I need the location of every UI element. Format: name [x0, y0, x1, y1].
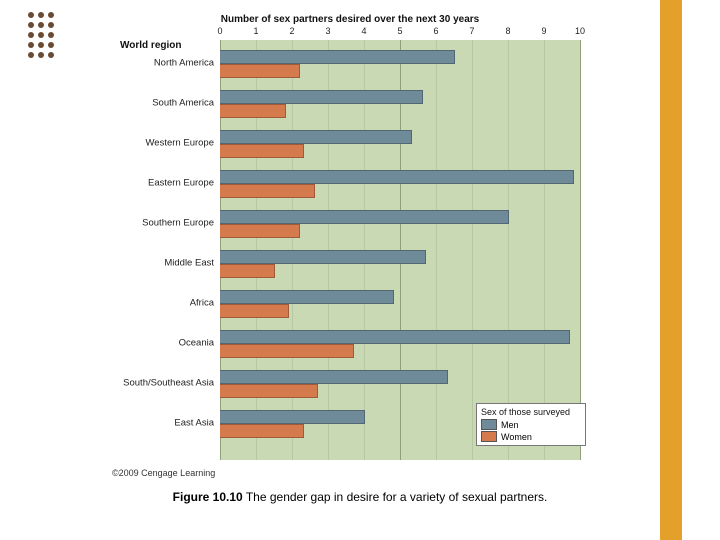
x-tick-label: 8 — [505, 26, 510, 36]
bar — [220, 130, 412, 144]
category-label: South/Southeast Asia — [123, 378, 214, 389]
bar — [220, 184, 315, 198]
category-labels: North America South America Western Europe… — [110, 40, 218, 460]
bar — [220, 370, 448, 384]
x-tick-label: 9 — [541, 26, 546, 36]
bar — [220, 170, 574, 184]
bar — [220, 290, 394, 304]
accent-bar — [660, 0, 682, 540]
category-label: Oceania — [179, 338, 214, 349]
legend-swatch-men — [481, 419, 497, 430]
category-label: North America — [154, 58, 214, 69]
bar — [220, 224, 300, 238]
x-axis-ticks: 012345678910 — [220, 26, 580, 38]
caption-text: The gender gap in desire for a variety o… — [246, 490, 548, 504]
bar — [220, 250, 426, 264]
legend-title: Sex of those surveyed — [481, 407, 581, 417]
chart-title: Number of sex partners desired over the … — [110, 14, 590, 25]
x-tick-label: 2 — [289, 26, 294, 36]
bar — [220, 50, 455, 64]
x-tick-label: 1 — [253, 26, 258, 36]
figure: Number of sex partners desired over the … — [110, 10, 590, 480]
bar — [220, 144, 304, 158]
copyright-text: ©2009 Cengage Learning — [112, 468, 215, 478]
x-tick-label: 3 — [325, 26, 330, 36]
bar — [220, 304, 289, 318]
x-tick-label: 5 — [397, 26, 402, 36]
bar — [220, 210, 509, 224]
caption-label: Figure 10.10 — [173, 490, 243, 504]
category-label: Western Europe — [146, 138, 214, 149]
x-tick-label: 6 — [433, 26, 438, 36]
bar — [220, 344, 354, 358]
slide: Number of sex partners desired over the … — [0, 0, 720, 540]
bar — [220, 384, 318, 398]
category-label: Africa — [190, 298, 214, 309]
legend: Sex of those surveyed Men Women — [476, 403, 586, 446]
x-tick-label: 4 — [361, 26, 366, 36]
bullet-decoration — [28, 12, 54, 58]
figure-caption: Figure 10.10 The gender gap in desire fo… — [0, 490, 720, 504]
bar — [220, 264, 275, 278]
legend-swatch-women — [481, 431, 497, 442]
legend-label-men: Men — [501, 420, 519, 430]
category-label: Middle East — [164, 258, 214, 269]
legend-item-women: Women — [481, 431, 581, 442]
category-label: Southern Europe — [142, 218, 214, 229]
bar — [220, 64, 300, 78]
gridline — [580, 40, 581, 460]
category-label: East Asia — [174, 418, 214, 429]
category-label: Eastern Europe — [148, 178, 214, 189]
legend-label-women: Women — [501, 432, 532, 442]
legend-item-men: Men — [481, 419, 581, 430]
bar — [220, 424, 304, 438]
bar — [220, 90, 423, 104]
x-tick-label: 0 — [217, 26, 222, 36]
category-label: South America — [152, 98, 214, 109]
bar — [220, 410, 365, 424]
x-tick-label: 10 — [575, 26, 585, 36]
bar — [220, 104, 286, 118]
x-tick-label: 7 — [469, 26, 474, 36]
bars-layer — [220, 40, 580, 460]
bar — [220, 330, 570, 344]
